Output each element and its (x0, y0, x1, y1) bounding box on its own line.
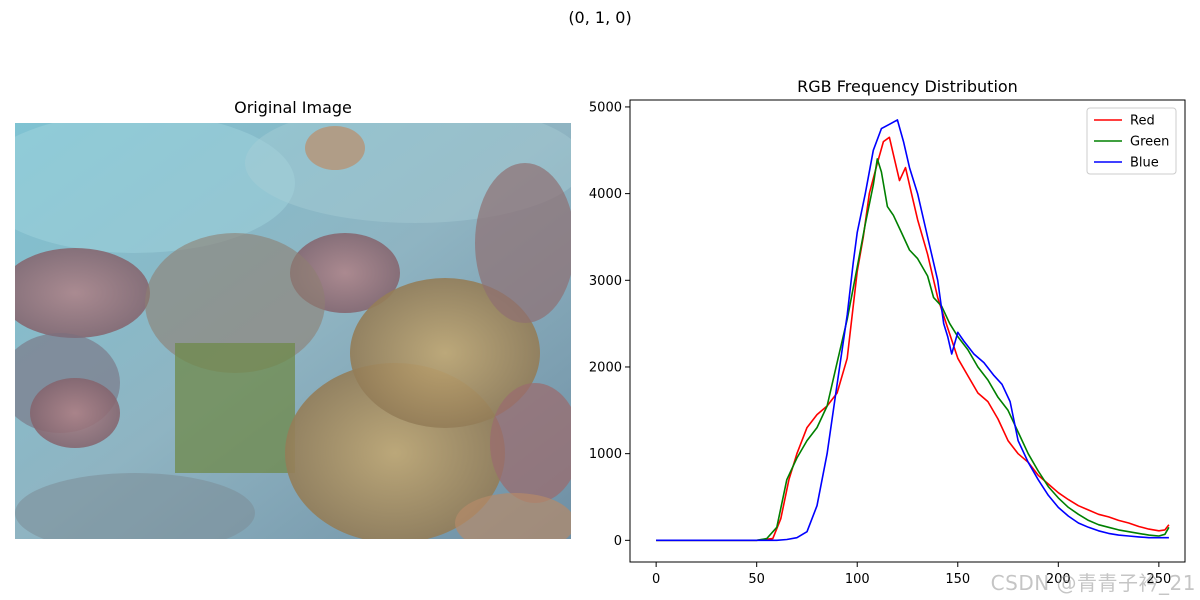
series-line-green (656, 158, 1170, 542)
legend-box (1086, 107, 1177, 175)
x-tick-label: 150 (945, 572, 970, 587)
x-tick-label: 200 (1046, 572, 1071, 587)
series-layer (656, 119, 1170, 542)
chart-title: RGB Frequency Distribution (797, 77, 1018, 96)
y-tick-label: 1000 (589, 447, 622, 462)
y-tick-label: 4000 (589, 187, 622, 202)
y-tick-label: 5000 (589, 100, 622, 115)
coral-reef-photo (15, 123, 571, 539)
csdn-watermark: CSDN @青青子衿_21 (990, 571, 1196, 595)
y-tick-label: 2000 (589, 360, 622, 375)
y-tick-label: 0 (614, 534, 622, 549)
legend-label-blue: Blue (1130, 156, 1159, 171)
legend-label-red: Red (1130, 114, 1155, 129)
x-tick-label: 250 (1146, 572, 1171, 587)
x-tick-label: 0 (652, 572, 660, 587)
plot-frame (629, 99, 1186, 563)
series-line-blue (656, 119, 1169, 542)
figure-suptitle: (0, 1, 0) (568, 8, 632, 27)
original-image-title: Original Image (234, 98, 352, 117)
series-line-red (656, 136, 1170, 542)
ticks-layer: 0 50 100 150 200 250 0 1000 2000 3000 4000 5000 (589, 100, 1171, 587)
legend-label-green: Green (1130, 135, 1169, 150)
chart-legend: Red Green Blue (1086, 107, 1177, 175)
legend-entries: Red Green Blue (1094, 114, 1169, 171)
x-tick-label: 100 (845, 572, 870, 587)
x-tick-label: 50 (748, 572, 765, 587)
y-tick-label: 3000 (589, 274, 622, 289)
original-image (15, 123, 571, 539)
